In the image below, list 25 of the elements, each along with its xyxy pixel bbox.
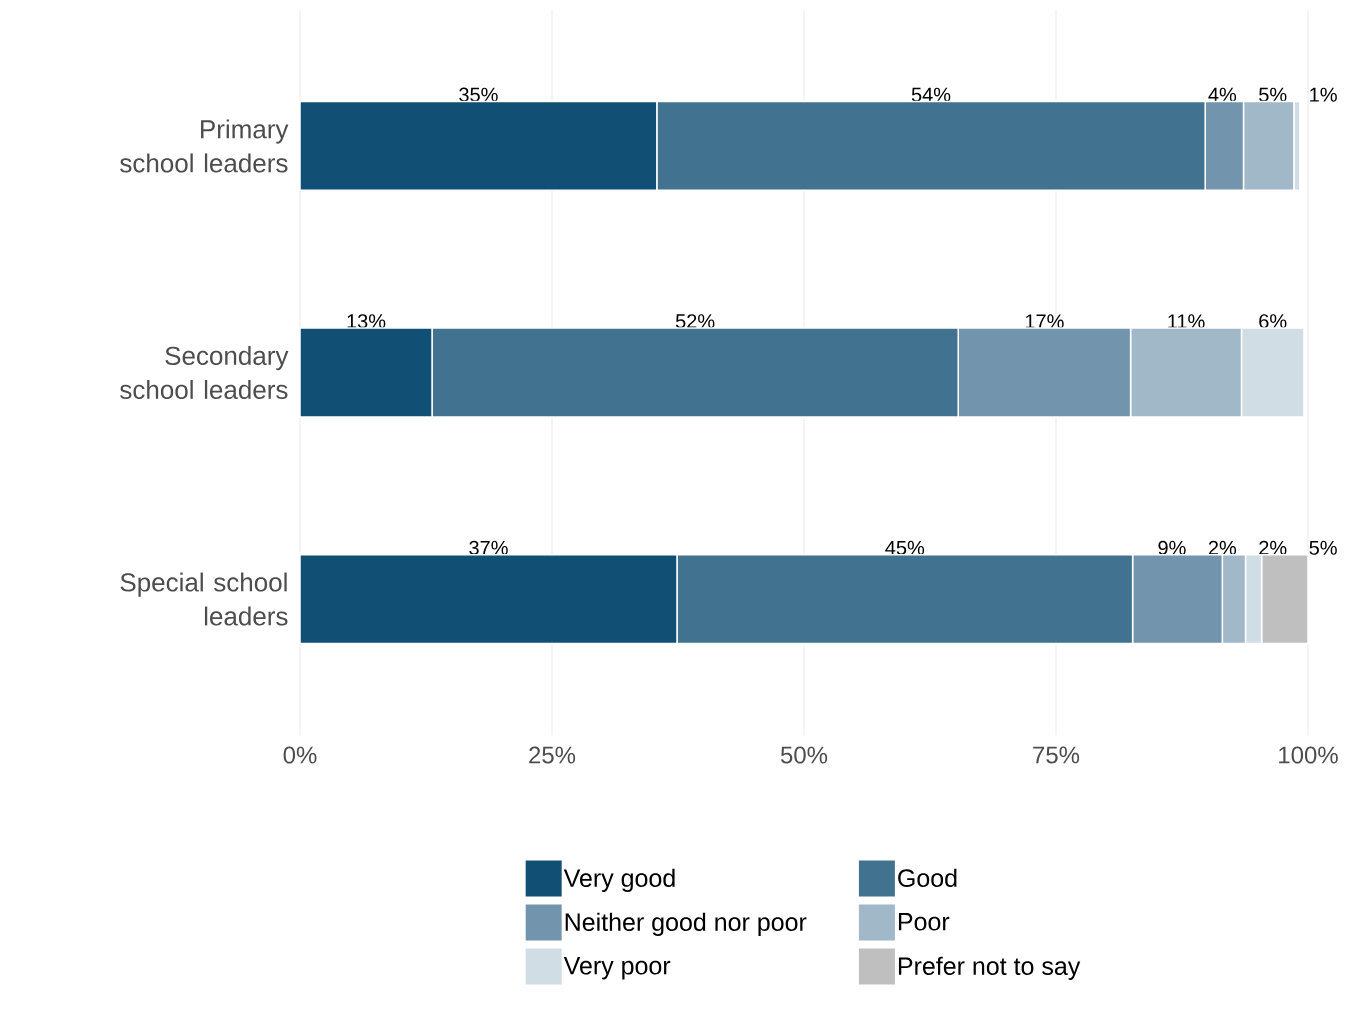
data-label: 13% [347,314,386,329]
y-tick-label: Secondary school leaders [120,345,289,400]
data-label: 5% [1309,540,1337,555]
legend-label: Prefer not to say [898,956,1081,980]
legend-label: Very good [563,868,675,892]
x-tick-label: 25% [529,746,576,764]
legend-label: Neither good nor poor [565,912,807,936]
y-tick-label: Primary school leaders [120,119,289,173]
legend-label: Poor [898,913,950,931]
data-label: 5% [1259,87,1287,102]
data-label: 54% [911,87,951,102]
x-tick-label: 75% [1033,746,1080,764]
data-label: 1% [1310,87,1337,102]
data-label: 52% [675,314,715,329]
legend-label: Good [898,868,957,888]
y-tick-label: Special school leaders [120,572,288,626]
legend-label: Very poor [563,957,671,980]
data-label: 45% [885,540,925,555]
data-label: 6% [1259,314,1287,329]
x-tick-label: 50% [780,746,828,764]
x-tick-label: 100% [1279,746,1338,764]
data-label: 4% [1208,87,1237,102]
data-label: 11% [1168,314,1205,329]
data-label: 17% [1025,314,1064,329]
x-tick-label: 0% [283,746,317,764]
